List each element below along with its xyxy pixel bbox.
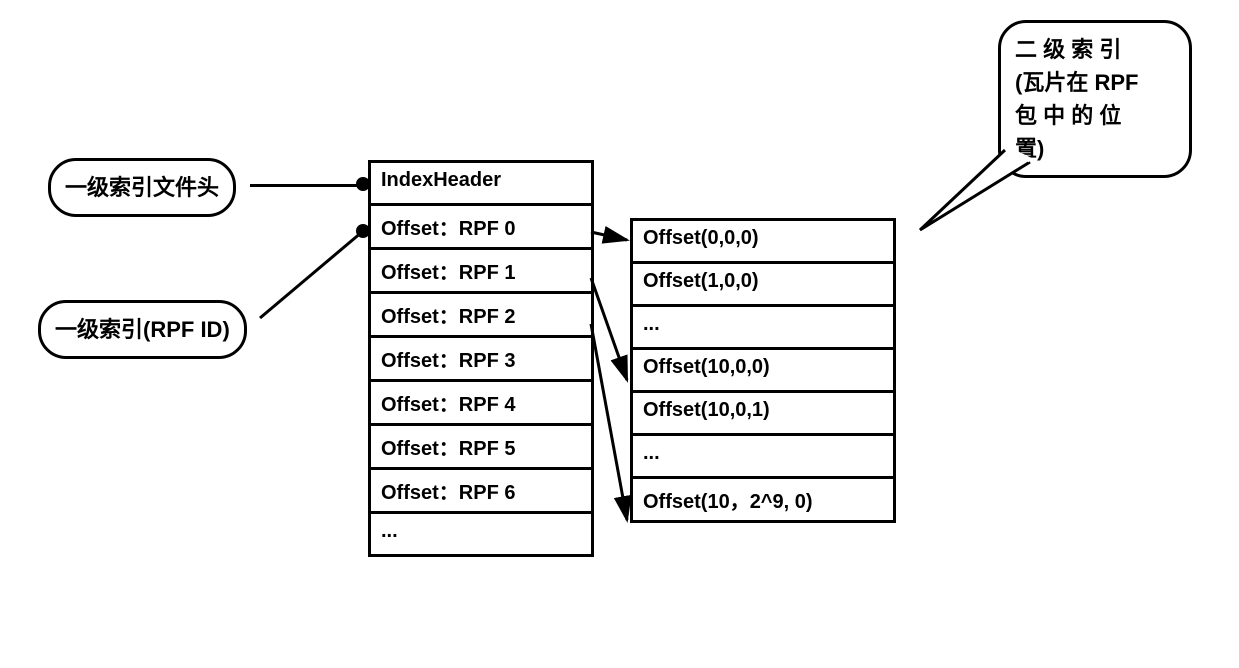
callout-secondary-l1: 二 级 索 引 xyxy=(1015,33,1175,66)
callout-secondary-l4: 置) xyxy=(1015,132,1175,165)
callout-secondary-l2: (瓦片在 RPF xyxy=(1015,66,1175,99)
cell-rpf-ellipsis: ... xyxy=(371,514,591,554)
connector-line-1 xyxy=(250,184,362,187)
cell-off-e2: ... xyxy=(633,436,893,479)
cell-rpf6: Offset：RPF 6 xyxy=(371,470,591,514)
cell-rpf3: Offset：RPF 3 xyxy=(371,338,591,382)
cell-rpf2: Offset：RPF 2 xyxy=(371,294,591,338)
cell-off-1000: Offset(10,0,0) xyxy=(633,350,893,393)
callout-index-header: 一级索引文件头 xyxy=(48,158,236,217)
callout-secondary-index: 二 级 索 引 (瓦片在 RPF 包 中 的 位 置) xyxy=(998,20,1192,178)
cell-rpf0: Offset：RPF 0 xyxy=(371,206,591,250)
cell-off-1029: Offset(10，2^9, 0) xyxy=(633,479,893,520)
secondary-index-table: Offset(0,0,0) Offset(1,0,0) ... Offset(1… xyxy=(630,218,896,523)
cell-rpf5: Offset：RPF 5 xyxy=(371,426,591,470)
cell-off-000: Offset(0,0,0) xyxy=(633,221,893,264)
cell-indexheader: IndexHeader xyxy=(371,163,591,206)
callout-rpf-id: 一级索引(RPF ID) xyxy=(38,300,247,359)
cell-rpf1: Offset：RPF 1 xyxy=(371,250,591,294)
callout-rpf-id-label: 一级索引(RPF ID) xyxy=(55,317,230,342)
cell-off-1001: Offset(10,0,1) xyxy=(633,393,893,436)
callout-index-header-label: 一级索引文件头 xyxy=(65,175,219,200)
cell-off-e1: ... xyxy=(633,307,893,350)
callout-secondary-l3: 包 中 的 位 xyxy=(1015,99,1175,132)
primary-index-table: IndexHeader Offset：RPF 0 Offset：RPF 1 Of… xyxy=(368,160,594,557)
cell-off-100: Offset(1,0,0) xyxy=(633,264,893,307)
cell-rpf4: Offset：RPF 4 xyxy=(371,382,591,426)
